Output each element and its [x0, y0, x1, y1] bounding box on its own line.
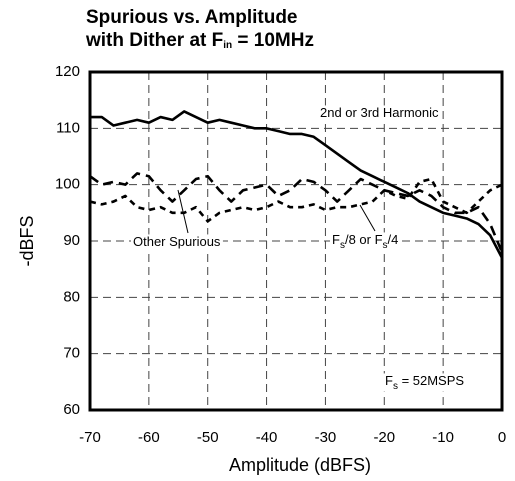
x-tick-label: -50: [197, 429, 219, 446]
y-tick-label: 100: [55, 176, 80, 193]
x-tick-label: -30: [315, 429, 337, 446]
y-tick-label: 80: [63, 288, 80, 305]
text-part: F: [332, 232, 340, 247]
text-part: = 52MSPS: [398, 373, 464, 388]
y-tick-label: 110: [56, 119, 80, 136]
y-tick-label: 60: [63, 401, 80, 418]
y-axis-label: -dBFS: [17, 215, 37, 266]
y-tick-label: 90: [63, 232, 80, 249]
text-part: Other Spurious: [133, 234, 221, 249]
line-series: [89, 177, 503, 223]
annotation-bg: [383, 373, 467, 392]
annotation-bg: [131, 234, 223, 250]
annotation-bg: [318, 105, 441, 121]
x-tick-label: -40: [256, 429, 278, 446]
x-tick-label: -60: [138, 429, 160, 446]
subscript: s: [383, 240, 388, 251]
annotation: Other Spurious: [133, 234, 221, 249]
line-series: [89, 172, 504, 253]
annotation-bg: [330, 232, 401, 251]
x-tick-label: 0: [498, 429, 506, 446]
pointer: [359, 204, 376, 232]
chart-subtitle: with Dither at Fin = 10MHz: [85, 30, 314, 51]
chart-title: Spurious vs. Amplitude: [86, 7, 298, 28]
annotation: Fs/8 or Fs/4: [332, 232, 398, 250]
text-part: F: [385, 373, 393, 388]
x-tick-label: -20: [373, 429, 395, 446]
y-tick-label: 120: [55, 63, 80, 80]
text-part: with Dither at F: [85, 30, 223, 51]
pointer: [177, 189, 189, 234]
y-tick-label: 70: [63, 345, 80, 362]
text-part: = 10MHz: [232, 30, 314, 51]
x-tick-label: -10: [432, 429, 454, 446]
line-series: [90, 110, 504, 259]
text-part: /4: [388, 232, 399, 247]
text-part: Spurious vs. Amplitude: [86, 7, 298, 28]
x-axis-label: Amplitude (dBFS): [229, 455, 371, 475]
annotation: Fs = 52MSPS: [385, 373, 464, 391]
x-tick-label: -70: [79, 429, 101, 446]
text-part: /8 or F: [345, 232, 383, 247]
plot-frame: [88, 70, 504, 412]
subscript: in: [223, 40, 232, 51]
subscript: s: [393, 381, 398, 392]
text-part: 2nd or 3rd Harmonic: [320, 105, 439, 120]
annotation: 2nd or 3rd Harmonic: [320, 105, 439, 120]
subscript: s: [340, 240, 345, 251]
